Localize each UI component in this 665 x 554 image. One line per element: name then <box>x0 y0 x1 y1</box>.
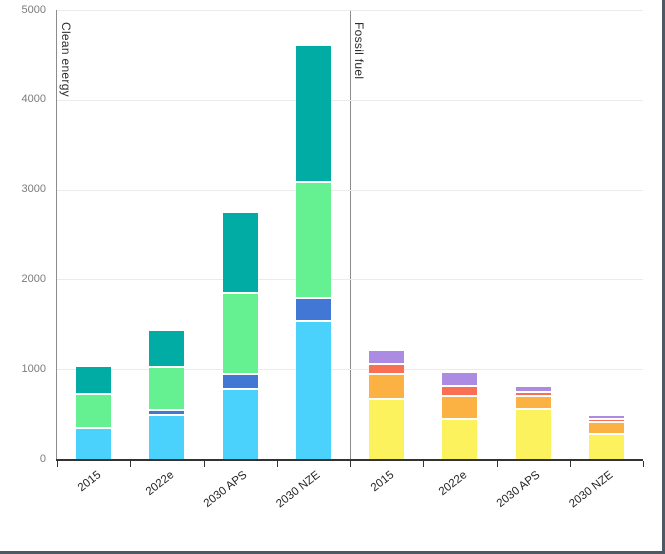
y-gridline-2000 <box>57 279 643 281</box>
light-blue-segment <box>76 428 112 459</box>
y-tick-label-2000: 2000 <box>21 272 46 285</box>
dark-blue-segment <box>149 411 185 416</box>
x-axis-tick <box>643 461 644 467</box>
red-segment <box>369 365 405 376</box>
yellow-segment <box>588 435 624 459</box>
red-segment <box>515 392 551 397</box>
x-axis-line <box>56 459 643 461</box>
orange-segment <box>369 375 405 401</box>
bar-clean-energy-2022e <box>149 331 185 459</box>
light-blue-segment <box>295 322 331 459</box>
green-segment <box>76 395 112 429</box>
green-segment <box>149 367 185 412</box>
panel-divider-line <box>350 10 351 459</box>
y-tick-label-3000: 3000 <box>21 183 46 196</box>
x-axis-tick <box>130 461 132 467</box>
x-axis-tick <box>276 461 278 467</box>
orange-segment <box>442 396 478 420</box>
purple-segment <box>369 350 405 366</box>
y-gridline-4000 <box>57 99 643 101</box>
y-tick-label-0: 0 <box>39 452 46 465</box>
light-blue-segment <box>222 390 258 459</box>
bar-fossil-fuel-2030-aps <box>515 386 551 459</box>
y-tick-label-5000: 5000 <box>21 3 46 16</box>
teal-segment <box>222 212 258 294</box>
red-segment <box>442 386 478 397</box>
yellow-segment <box>515 410 551 459</box>
panel-label-clean-energy: Clean energy <box>59 22 73 97</box>
bar-clean-energy-2015 <box>76 366 112 459</box>
x-axis-tick <box>423 461 425 467</box>
purple-segment <box>442 373 478 387</box>
bar-fossil-fuel-2030-nze <box>588 416 624 459</box>
light-blue-segment <box>149 415 185 459</box>
x-axis-tick <box>569 461 571 467</box>
y-tick-label-4000: 4000 <box>21 93 46 106</box>
orange-segment <box>588 423 624 436</box>
x-axis-tick <box>57 461 58 467</box>
bar-clean-energy-2030-nze <box>295 46 331 459</box>
yellow-segment <box>442 419 478 459</box>
bar-fossil-fuel-2022e <box>442 373 478 459</box>
yellow-segment <box>369 400 405 459</box>
y-gridline-3000 <box>57 189 643 191</box>
purple-segment <box>515 386 551 393</box>
x-axis-tick <box>203 461 205 467</box>
y-tick-label-1000: 1000 <box>21 362 46 375</box>
y-gridline-1000 <box>57 369 643 371</box>
x-axis-tick <box>350 461 351 467</box>
green-segment <box>295 183 331 300</box>
panel-label-fossil-fuel: Fossil fuel <box>352 22 366 80</box>
window-edge-bottom <box>0 551 665 554</box>
purple-segment <box>588 416 624 420</box>
green-segment <box>222 293 258 375</box>
y-gridline-5000 <box>57 10 643 11</box>
y-axis-line <box>56 10 57 459</box>
bar-fossil-fuel-2015 <box>369 350 405 459</box>
bar-clean-energy-2030-aps <box>222 212 258 459</box>
teal-segment <box>295 46 331 184</box>
red-segment <box>588 420 624 424</box>
orange-segment <box>515 396 551 411</box>
teal-segment <box>149 331 185 368</box>
x-axis-tick <box>496 461 498 467</box>
window-edge-right <box>662 0 665 554</box>
dark-blue-segment <box>295 299 331 323</box>
dark-blue-segment <box>222 375 258 391</box>
teal-segment <box>76 366 112 396</box>
